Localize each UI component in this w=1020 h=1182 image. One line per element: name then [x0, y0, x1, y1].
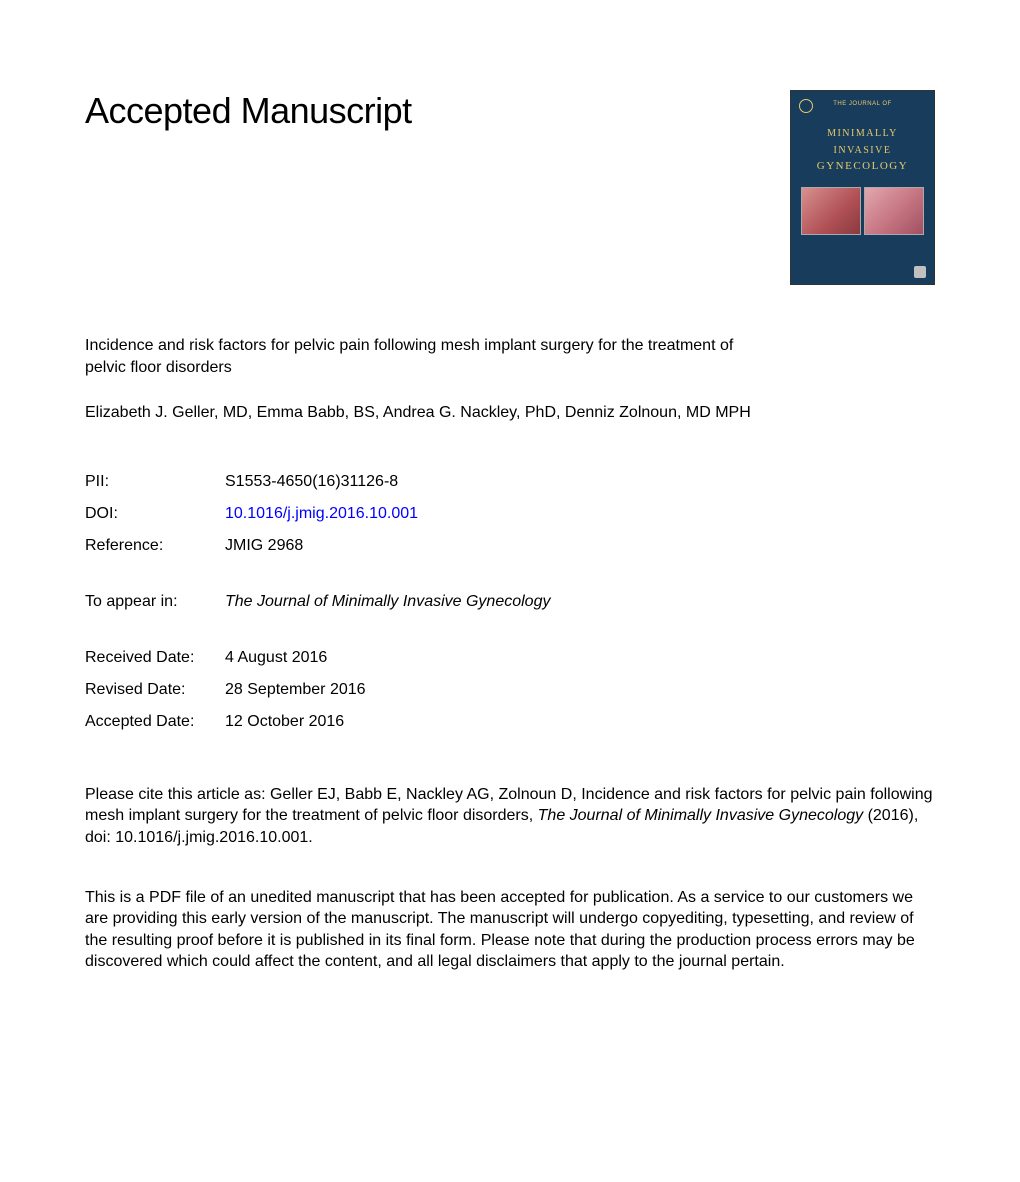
- header-row: Accepted Manuscript THE JOURNAL OF MINIM…: [85, 90, 935, 285]
- cover-image-left: [801, 187, 861, 235]
- journal-cover-thumbnail: THE JOURNAL OF MINIMALLY INVASIVE GYNECO…: [790, 90, 935, 285]
- meta-row-revised: Revised Date: 28 September 2016: [85, 674, 935, 706]
- revised-label: Revised Date:: [85, 674, 225, 706]
- citation-text: Please cite this article as: Geller EJ, …: [85, 784, 935, 849]
- reference-value: JMIG 2968: [225, 530, 303, 562]
- received-label: Received Date:: [85, 642, 225, 674]
- reference-label: Reference:: [85, 530, 225, 562]
- meta-row-doi: DOI: 10.1016/j.jmig.2016.10.001: [85, 498, 935, 530]
- metadata-block-dates: Received Date: 4 August 2016 Revised Dat…: [85, 642, 935, 738]
- metadata-block-appear: To appear in: The Journal of Minimally I…: [85, 586, 935, 618]
- cover-logo-icon: [799, 99, 813, 113]
- doi-label: DOI:: [85, 498, 225, 530]
- article-title: Incidence and risk factors for pelvic pa…: [85, 335, 765, 378]
- meta-row-reference: Reference: JMIG 2968: [85, 530, 935, 562]
- doi-link[interactable]: 10.1016/j.jmig.2016.10.001: [225, 498, 418, 530]
- cover-title-line2: GYNECOLOGY: [817, 160, 908, 172]
- cover-image-right: [864, 187, 924, 235]
- received-value: 4 August 2016: [225, 642, 327, 674]
- cover-journal-title: MINIMALLY INVASIVE GYNECOLOGY: [797, 125, 928, 175]
- metadata-block-identifiers: PII: S1553-4650(16)31126-8 DOI: 10.1016/…: [85, 466, 935, 562]
- pii-label: PII:: [85, 466, 225, 498]
- appear-value: The Journal of Minimally Invasive Gyneco…: [225, 586, 550, 618]
- cover-title-line1: MINIMALLY INVASIVE: [827, 128, 898, 156]
- cover-image-strip: [797, 187, 928, 235]
- meta-row-accepted: Accepted Date: 12 October 2016: [85, 706, 935, 738]
- meta-row-appear: To appear in: The Journal of Minimally I…: [85, 586, 935, 618]
- publisher-logo-icon: [914, 266, 926, 278]
- revised-value: 28 September 2016: [225, 674, 366, 706]
- cover-supertitle: THE JOURNAL OF: [797, 101, 928, 107]
- meta-row-pii: PII: S1553-4650(16)31126-8: [85, 466, 935, 498]
- accepted-label: Accepted Date:: [85, 706, 225, 738]
- citation-journal: The Journal of Minimally Invasive Gyneco…: [538, 807, 863, 824]
- article-authors: Elizabeth J. Geller, MD, Emma Babb, BS, …: [85, 402, 805, 424]
- meta-row-received: Received Date: 4 August 2016: [85, 642, 935, 674]
- disclaimer-text: This is a PDF file of an unedited manusc…: [85, 887, 935, 973]
- page-title: Accepted Manuscript: [85, 90, 412, 132]
- accepted-value: 12 October 2016: [225, 706, 344, 738]
- pii-value: S1553-4650(16)31126-8: [225, 466, 398, 498]
- appear-label: To appear in:: [85, 586, 225, 618]
